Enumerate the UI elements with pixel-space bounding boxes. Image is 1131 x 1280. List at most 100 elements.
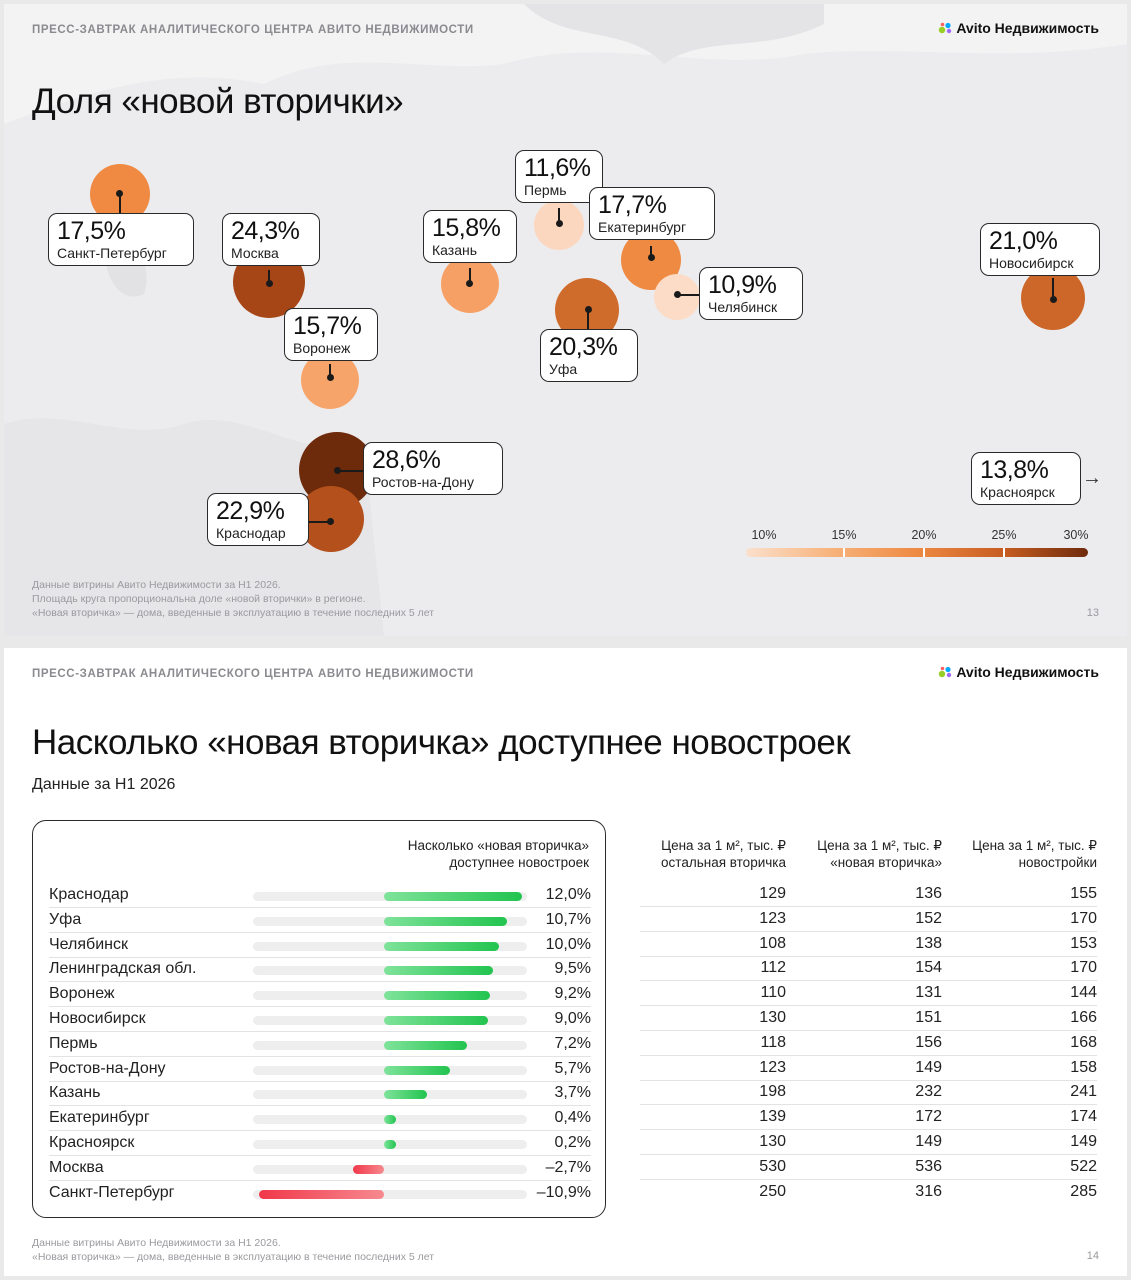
tag-city: Красноярск bbox=[980, 484, 1055, 500]
footnote: Площадь круга пропорциональна доле «ново… bbox=[32, 593, 366, 605]
row-region: Воронеж bbox=[49, 985, 115, 1003]
diff-header: Насколько «новая вторичка» доступнее нов… bbox=[408, 837, 589, 871]
diff-bar-track bbox=[253, 991, 527, 1001]
price-newsec: 316 bbox=[915, 1182, 942, 1200]
price-newbuild: 174 bbox=[1070, 1108, 1097, 1126]
diff-bar-track bbox=[253, 1115, 527, 1125]
price-newsec: 138 bbox=[915, 934, 942, 952]
diff-bar-track bbox=[253, 1189, 527, 1199]
tag-spb: 17,5% Санкт-Петербург bbox=[48, 213, 194, 266]
avito-logo: Avito Недвижимость bbox=[938, 664, 1099, 680]
col-newsec-header: Цена за 1 м², тыс. ₽ «новая вторичка» bbox=[796, 837, 942, 871]
diff-bar-fill bbox=[384, 1016, 488, 1025]
diff-bar-fill bbox=[352, 1164, 384, 1174]
slide-affordability-table: ПРЕСС-ЗАВТРАК АНАЛИТИЧЕСКОГО ЦЕНТРА АВИТ… bbox=[4, 648, 1127, 1276]
col-newbuild-header: Цена за 1 м², тыс. ₽ новостройки bbox=[951, 837, 1097, 871]
diff-bar-fill bbox=[384, 916, 508, 926]
row-region: Пермь bbox=[49, 1034, 98, 1052]
table-row: Ленинградская обл. 9,5% bbox=[33, 957, 607, 983]
legend-tick: 30% bbox=[1063, 528, 1089, 542]
price-row: 110 131 144 bbox=[640, 981, 1097, 1007]
tag-krasnoyarsk: 13,8% Красноярск bbox=[971, 452, 1081, 505]
price-newsec: 156 bbox=[915, 1033, 942, 1051]
price-newbuild: 522 bbox=[1070, 1157, 1097, 1175]
price-newbuild: 285 bbox=[1070, 1182, 1097, 1200]
row-region: Красноярск bbox=[49, 1134, 135, 1151]
tag-pct: 21,0% bbox=[989, 227, 1058, 255]
tag-moscow: 24,3% Москва bbox=[222, 213, 320, 266]
diff-bar-track bbox=[253, 941, 527, 951]
tag-city: Челябинск bbox=[708, 299, 778, 315]
price-newbuild: 153 bbox=[1070, 934, 1097, 952]
price-other: 530 bbox=[759, 1157, 786, 1175]
tag-voronezh: 15,7% Воронеж bbox=[284, 308, 378, 361]
footnote: «Новая вторичка» — дома, введенные в экс… bbox=[32, 607, 435, 619]
price-other: 250 bbox=[759, 1182, 786, 1200]
diff-bar-track bbox=[253, 892, 527, 901]
row-region: Уфа bbox=[49, 910, 82, 928]
price-newsec: 131 bbox=[915, 984, 942, 1002]
header-line: новостройки bbox=[1018, 855, 1097, 870]
price-newsec: 154 bbox=[915, 959, 942, 977]
price-newsec: 172 bbox=[915, 1108, 942, 1126]
tag-city: Новосибирск bbox=[989, 255, 1074, 271]
price-newbuild: 158 bbox=[1070, 1058, 1097, 1076]
header-line: доступнее новостроек bbox=[449, 855, 589, 870]
header-line: «новая вторичка» bbox=[830, 855, 942, 870]
header-line: Насколько «новая вторичка» bbox=[407, 838, 589, 853]
price-newbuild: 149 bbox=[1070, 1133, 1097, 1150]
legend-tick: 25% bbox=[991, 528, 1017, 542]
tag-pct: 10,9% bbox=[708, 271, 777, 299]
avito-dots-icon bbox=[939, 22, 952, 34]
row-diff: 9,5% bbox=[554, 960, 591, 978]
footnote: «Новая вторичка» — дома, введенные в экс… bbox=[32, 1251, 435, 1263]
diff-bar-fill bbox=[384, 941, 499, 951]
diff-bar-fill bbox=[384, 966, 494, 976]
row-region: Ленинградская обл. bbox=[49, 960, 197, 978]
tag-pct: 15,8% bbox=[432, 214, 501, 242]
footnote: Данные витрины Авито Недвижимости за Н1 … bbox=[32, 1237, 281, 1249]
footnotes: Данные витрины Авито Недвижимости за Н1 … bbox=[32, 578, 434, 620]
price-row: 530 536 522 bbox=[640, 1155, 1097, 1180]
diff-bar-track bbox=[253, 1164, 527, 1174]
price-other: 130 bbox=[759, 1009, 786, 1026]
row-diff: 5,7% bbox=[554, 1059, 591, 1077]
tag-pct: 17,5% bbox=[57, 217, 126, 245]
tag-pct: 24,3% bbox=[231, 217, 300, 245]
tag-city: Уфа bbox=[549, 361, 578, 377]
legend-tick: 20% bbox=[911, 528, 937, 542]
page-title: Насколько «новая вторичка» доступнее нов… bbox=[32, 723, 851, 762]
tag-city: Екатеринбург bbox=[598, 219, 687, 235]
row-diff: –2,7% bbox=[545, 1158, 591, 1176]
price-row: 123 149 158 bbox=[640, 1056, 1097, 1081]
table-row: Санкт-Петербург –10,9% bbox=[33, 1181, 607, 1206]
row-region: Москва bbox=[49, 1158, 104, 1176]
tag-city: Воронеж bbox=[293, 340, 351, 356]
diff-bar-fill bbox=[258, 1189, 384, 1199]
price-row: 250 316 285 bbox=[640, 1180, 1097, 1205]
price-other: 123 bbox=[759, 909, 786, 927]
row-region: Краснодар bbox=[49, 886, 129, 903]
tag-pct: 28,6% bbox=[372, 446, 441, 474]
tag-pct: 17,7% bbox=[598, 191, 667, 219]
tag-chelyabinsk: 10,9% Челябинск bbox=[699, 267, 803, 320]
header-line: остальная вторичка bbox=[661, 855, 786, 870]
diff-bar-track bbox=[253, 1090, 527, 1100]
avito-logo: Avito Недвижимость bbox=[938, 20, 1099, 36]
price-row: 123 152 170 bbox=[640, 907, 1097, 932]
table-row: Москва –2,7% bbox=[33, 1156, 607, 1181]
diff-bar-fill bbox=[384, 1090, 427, 1100]
table-row: Казань 3,7% bbox=[33, 1081, 607, 1107]
price-other: 110 bbox=[760, 984, 786, 1002]
tag-krasnodar: 22,9% Краснодар bbox=[207, 493, 309, 546]
tag-pct: 22,9% bbox=[216, 497, 285, 525]
price-row: 130 151 166 bbox=[640, 1006, 1097, 1031]
diff-bar-track bbox=[253, 1040, 527, 1050]
price-row: 118 156 168 bbox=[640, 1031, 1097, 1056]
price-row: 130 149 149 bbox=[640, 1130, 1097, 1155]
tag-pct: 20,3% bbox=[549, 333, 618, 361]
logo-text: Avito Недвижимость bbox=[956, 20, 1099, 36]
price-other: 130 bbox=[759, 1133, 786, 1150]
table-row: Красноярск 0,2% bbox=[33, 1131, 607, 1156]
tag-pct: 15,7% bbox=[293, 312, 362, 340]
